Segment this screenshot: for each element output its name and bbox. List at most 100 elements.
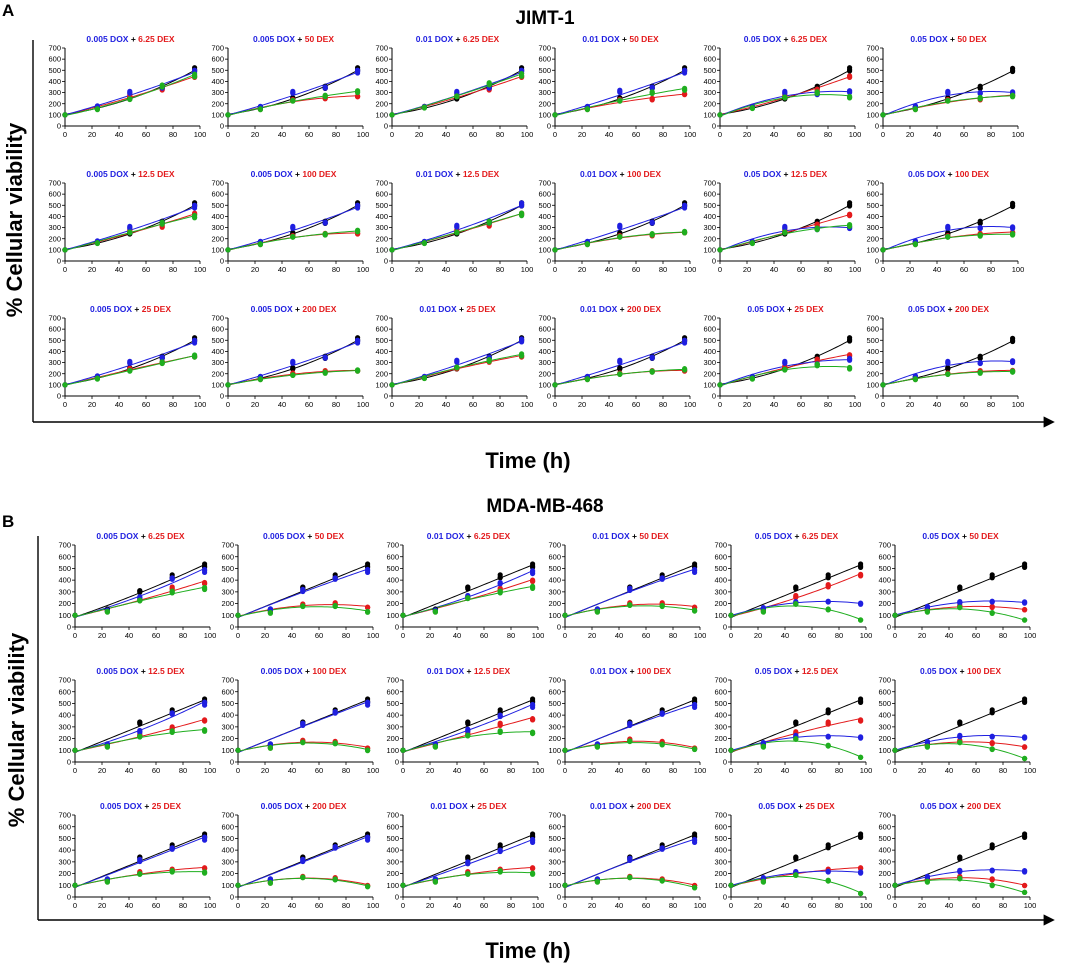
x-tick-label: 100 — [194, 130, 207, 139]
x-tick-label: 80 — [169, 265, 177, 274]
y-tick-label: 600 — [221, 687, 234, 696]
data-point-combo — [432, 744, 438, 750]
subplot-title: 0.005 DOX + 6.25 DEX — [96, 531, 184, 541]
y-tick-label: 600 — [714, 822, 727, 831]
x-tick-label: 20 — [588, 901, 596, 910]
data-point-combo — [912, 241, 919, 247]
data-point-combo — [159, 219, 165, 225]
y-tick-label: 500 — [221, 699, 234, 708]
x-tick-label: 0 — [881, 400, 885, 409]
x-tick-label: 60 — [808, 901, 816, 910]
x-tick-label: 20 — [251, 400, 259, 409]
y-tick-label: 500 — [48, 336, 61, 345]
subplot: 0.05 DOX + 25 DEX01002003004005006007000… — [714, 801, 872, 910]
subplot: 0.005 DOX + 200 DEX010020030040050060070… — [211, 304, 369, 409]
x-tick-label: 80 — [835, 766, 843, 775]
x-tick-label: 60 — [642, 766, 650, 775]
y-tick-label: 100 — [703, 110, 716, 119]
y-tick-label: 600 — [386, 552, 399, 561]
subplot: 0.005 DOX + 12.5 DEX01002003004005006007… — [58, 666, 216, 775]
data-point-combo — [300, 603, 306, 610]
subplot-plus-sign: + — [630, 531, 640, 541]
y-tick-label: 200 — [211, 99, 224, 108]
subplot: 0.005 DOX + 6.25 DEX01002003004005006007… — [58, 531, 216, 640]
data-point-combo — [945, 371, 951, 377]
y-tick-label: 0 — [67, 623, 71, 632]
x-tick-label: 0 — [73, 766, 77, 775]
x-tick-label: 20 — [906, 265, 914, 274]
y-tick-label: 100 — [58, 611, 71, 620]
data-point-dox — [945, 224, 951, 231]
subplot-dex-label: 100 DEX — [627, 169, 661, 179]
data-point-dox — [322, 220, 328, 226]
x-tick-label: 80 — [179, 766, 187, 775]
x-tick-label: 20 — [754, 901, 762, 910]
y-tick-label: 400 — [375, 77, 388, 86]
y-tick-label: 400 — [211, 212, 224, 221]
y-tick-label: 300 — [866, 88, 879, 97]
y-tick-label: 0 — [67, 893, 71, 902]
x-tick-label: 0 — [893, 766, 897, 775]
subplot-dox-label: 0.05 DOX — [922, 531, 960, 541]
subplot-plus-sign: + — [945, 304, 955, 314]
y-tick-label: 600 — [538, 55, 551, 64]
subplot-dex-label: 100 DEX — [967, 666, 1001, 676]
subplot-plus-sign: + — [468, 801, 478, 811]
y-tick-label: 500 — [866, 66, 879, 75]
y-tick-label: 200 — [548, 734, 561, 743]
subplot-title: 0.01 DOX + 6.25 DEX — [427, 531, 511, 541]
panel-a-y-label: % Cellular viability — [2, 122, 27, 317]
x-tick-label: 60 — [305, 130, 313, 139]
data-point-dox — [692, 836, 698, 843]
y-tick-label: 700 — [538, 179, 551, 188]
data-point-combo — [627, 602, 633, 609]
subplot-title: 0.01 DOX + 100 DEX — [590, 666, 671, 676]
subplot-dox-label: 0.01 DOX — [580, 169, 618, 179]
data-point-combo — [389, 382, 395, 388]
y-tick-label: 200 — [221, 734, 234, 743]
data-point-combo — [267, 610, 273, 616]
data-point-combo — [322, 369, 328, 375]
data-point-combo — [530, 585, 536, 591]
data-point-combo — [267, 745, 273, 751]
data-point-combo — [717, 382, 723, 388]
subplot: 0.005 DOX + 25 DEX0100200300400500600700… — [58, 801, 216, 910]
data-point-combo — [1010, 231, 1016, 238]
data-point-dex — [1022, 883, 1028, 889]
y-tick-label: 300 — [211, 88, 224, 97]
x-tick-label: 80 — [507, 631, 515, 640]
subplot: 0.01 DOX + 50 DEX01002003004005006007000… — [538, 34, 696, 139]
x-tick-label: 0 — [226, 400, 230, 409]
y-tick-label: 700 — [714, 676, 727, 685]
data-point-control — [989, 845, 995, 851]
y-tick-label: 100 — [221, 881, 234, 890]
y-tick-label: 0 — [547, 392, 551, 401]
y-tick-label: 0 — [220, 392, 224, 401]
y-tick-label: 600 — [48, 190, 61, 199]
x-tick-label: 0 — [729, 631, 733, 640]
data-point-combo — [945, 98, 951, 104]
data-point-dox — [692, 701, 698, 708]
x-tick-label: 40 — [278, 400, 286, 409]
data-point-combo — [530, 730, 536, 736]
panel-b-letter: B — [2, 512, 14, 531]
x-tick-label: 60 — [469, 265, 477, 274]
data-point-combo — [300, 875, 306, 881]
x-tick-label: 0 — [236, 766, 240, 775]
data-point-combo — [355, 368, 361, 374]
subplot-dox-label: 0.005 DOX — [261, 666, 303, 676]
data-point-combo — [332, 740, 338, 746]
subplot: 0.01 DOX + 100 DEX0100200300400500600700… — [538, 169, 696, 274]
subplot-plus-sign: + — [132, 304, 142, 314]
data-point-combo — [290, 234, 296, 240]
subplot: 0.05 DOX + 100 DEX0100200300400500600700… — [866, 169, 1024, 274]
x-tick-label: 60 — [152, 901, 160, 910]
x-tick-label: 0 — [73, 901, 77, 910]
data-point-dox — [989, 868, 995, 874]
y-tick-label: 100 — [703, 245, 716, 254]
x-tick-label: 60 — [808, 631, 816, 640]
x-tick-label: 80 — [669, 901, 677, 910]
y-tick-label: 200 — [878, 734, 891, 743]
data-point-combo — [957, 876, 963, 882]
data-point-dox — [977, 90, 983, 97]
